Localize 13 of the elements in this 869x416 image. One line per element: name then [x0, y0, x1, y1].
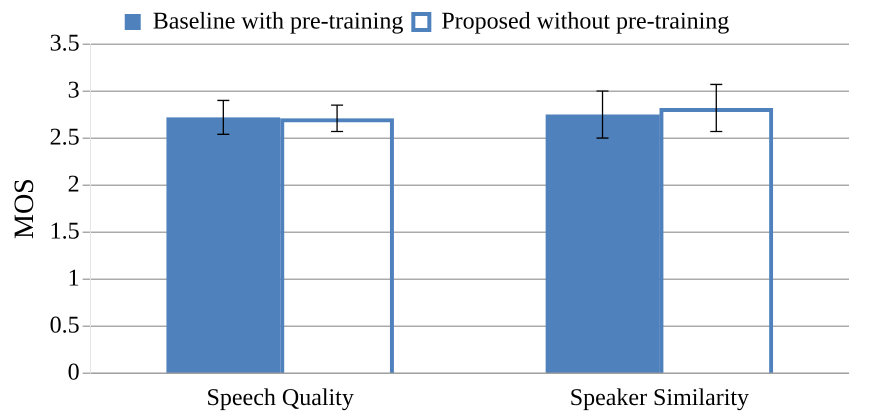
y-tick-label: 1 [68, 265, 80, 292]
x-tick-label: Speaker Similarity [570, 384, 750, 411]
y-tick-label: 3 [68, 77, 80, 104]
y-tick-label: 3.5 [50, 30, 80, 56]
legend-label: Proposed without pre-training [441, 8, 730, 34]
y-axis-title: MOS [9, 178, 40, 239]
legend-label: Baseline with pre-training [152, 8, 404, 34]
y-tick-label: 2.5 [50, 124, 80, 150]
y-tick-label: 0 [68, 359, 80, 386]
y-tick-label: 0.5 [50, 312, 80, 338]
y-tick-label: 2 [68, 171, 80, 198]
x-tick-label: Speech Quality [206, 384, 354, 411]
y-tick-label: 1.5 [50, 218, 80, 244]
